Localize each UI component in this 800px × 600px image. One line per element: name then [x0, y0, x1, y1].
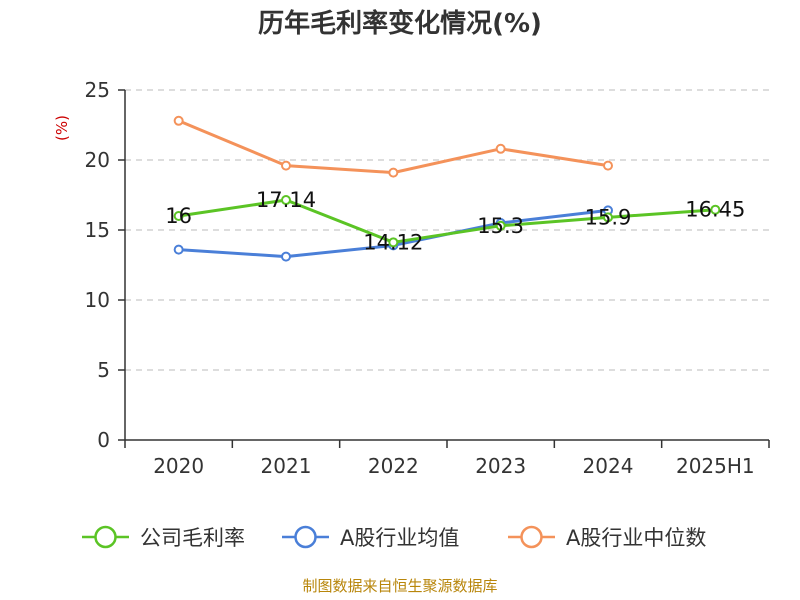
x-tick-label-2025h1: 2025H1	[676, 454, 755, 478]
data-label-2022: 14.12	[363, 230, 423, 254]
data-point-0-2022[interactable]	[388, 237, 399, 248]
data-label-2021: 17.14	[256, 188, 316, 212]
legend-label: 公司毛利率	[140, 526, 245, 550]
x-tick-label-2021: 2021	[261, 454, 312, 478]
data-point-0-2021[interactable]	[281, 195, 291, 206]
series-line-0	[178, 198, 716, 244]
series-lines	[173, 115, 721, 262]
data-point-2-2022[interactable]	[388, 167, 399, 178]
grid-lines	[125, 89, 769, 371]
legend-label: A股行业均值	[340, 526, 459, 550]
data-point-1-2020[interactable]	[173, 244, 184, 255]
data-point-1-2021[interactable]	[281, 251, 291, 262]
data-point-0-2024[interactable]	[603, 212, 613, 223]
data-label-2025h1: 16.45	[685, 198, 745, 222]
series-line-2	[178, 119, 609, 175]
data-point-0-2020[interactable]	[173, 211, 184, 221]
data-point-2-2023[interactable]	[495, 143, 506, 154]
legend-item-1[interactable]: A股行业均值	[282, 525, 459, 550]
axes: 0 5 10 15 20 25 2020 2021 2022 2023 2024 2025H1	[85, 78, 770, 478]
data-point-2-2021[interactable]	[281, 160, 291, 171]
source-note: 制图数据来自恒生聚源数据库	[302, 577, 497, 595]
legend-label: A股行业中位数	[566, 526, 706, 550]
data-point-2-2020[interactable]	[173, 115, 184, 126]
y-tick-label-20: 20	[85, 148, 110, 172]
data-point-2-2024[interactable]	[603, 160, 613, 171]
x-tick-label-2023: 2023	[475, 454, 526, 478]
x-tick-label-2020: 2020	[153, 454, 204, 478]
legend-marker	[294, 525, 317, 549]
x-tick-label-2022: 2022	[368, 454, 419, 478]
legend: 公司毛利率 A股行业均值 A股行业中位数	[82, 525, 706, 550]
legend-marker	[520, 525, 543, 549]
data-label-2023: 15.3	[477, 214, 524, 238]
data-label-2024: 15.9	[585, 205, 632, 229]
legend-item-0[interactable]: 公司毛利率	[82, 525, 245, 550]
y-tick-label-15: 15	[85, 218, 110, 242]
y-axis-unit-label: (%)	[53, 115, 71, 141]
y-tick-label-25: 25	[85, 78, 110, 102]
x-tick-label-2024: 2024	[583, 454, 634, 478]
data-labels: 16 17.14 14.12 15.3 15.9 16.45	[165, 188, 745, 254]
y-tick-label-10: 10	[85, 288, 110, 312]
data-label-2020: 16	[165, 204, 192, 228]
legend-marker	[94, 525, 117, 549]
chart-title: 历年毛利率变化情况(%)	[258, 8, 542, 39]
legend-item-2[interactable]: A股行业中位数	[508, 525, 706, 550]
data-point-0-2023[interactable]	[495, 220, 506, 231]
data-point-0-2025h1[interactable]	[710, 204, 721, 215]
y-tick-label-0: 0	[97, 428, 110, 452]
y-tick-label-5: 5	[97, 358, 110, 382]
